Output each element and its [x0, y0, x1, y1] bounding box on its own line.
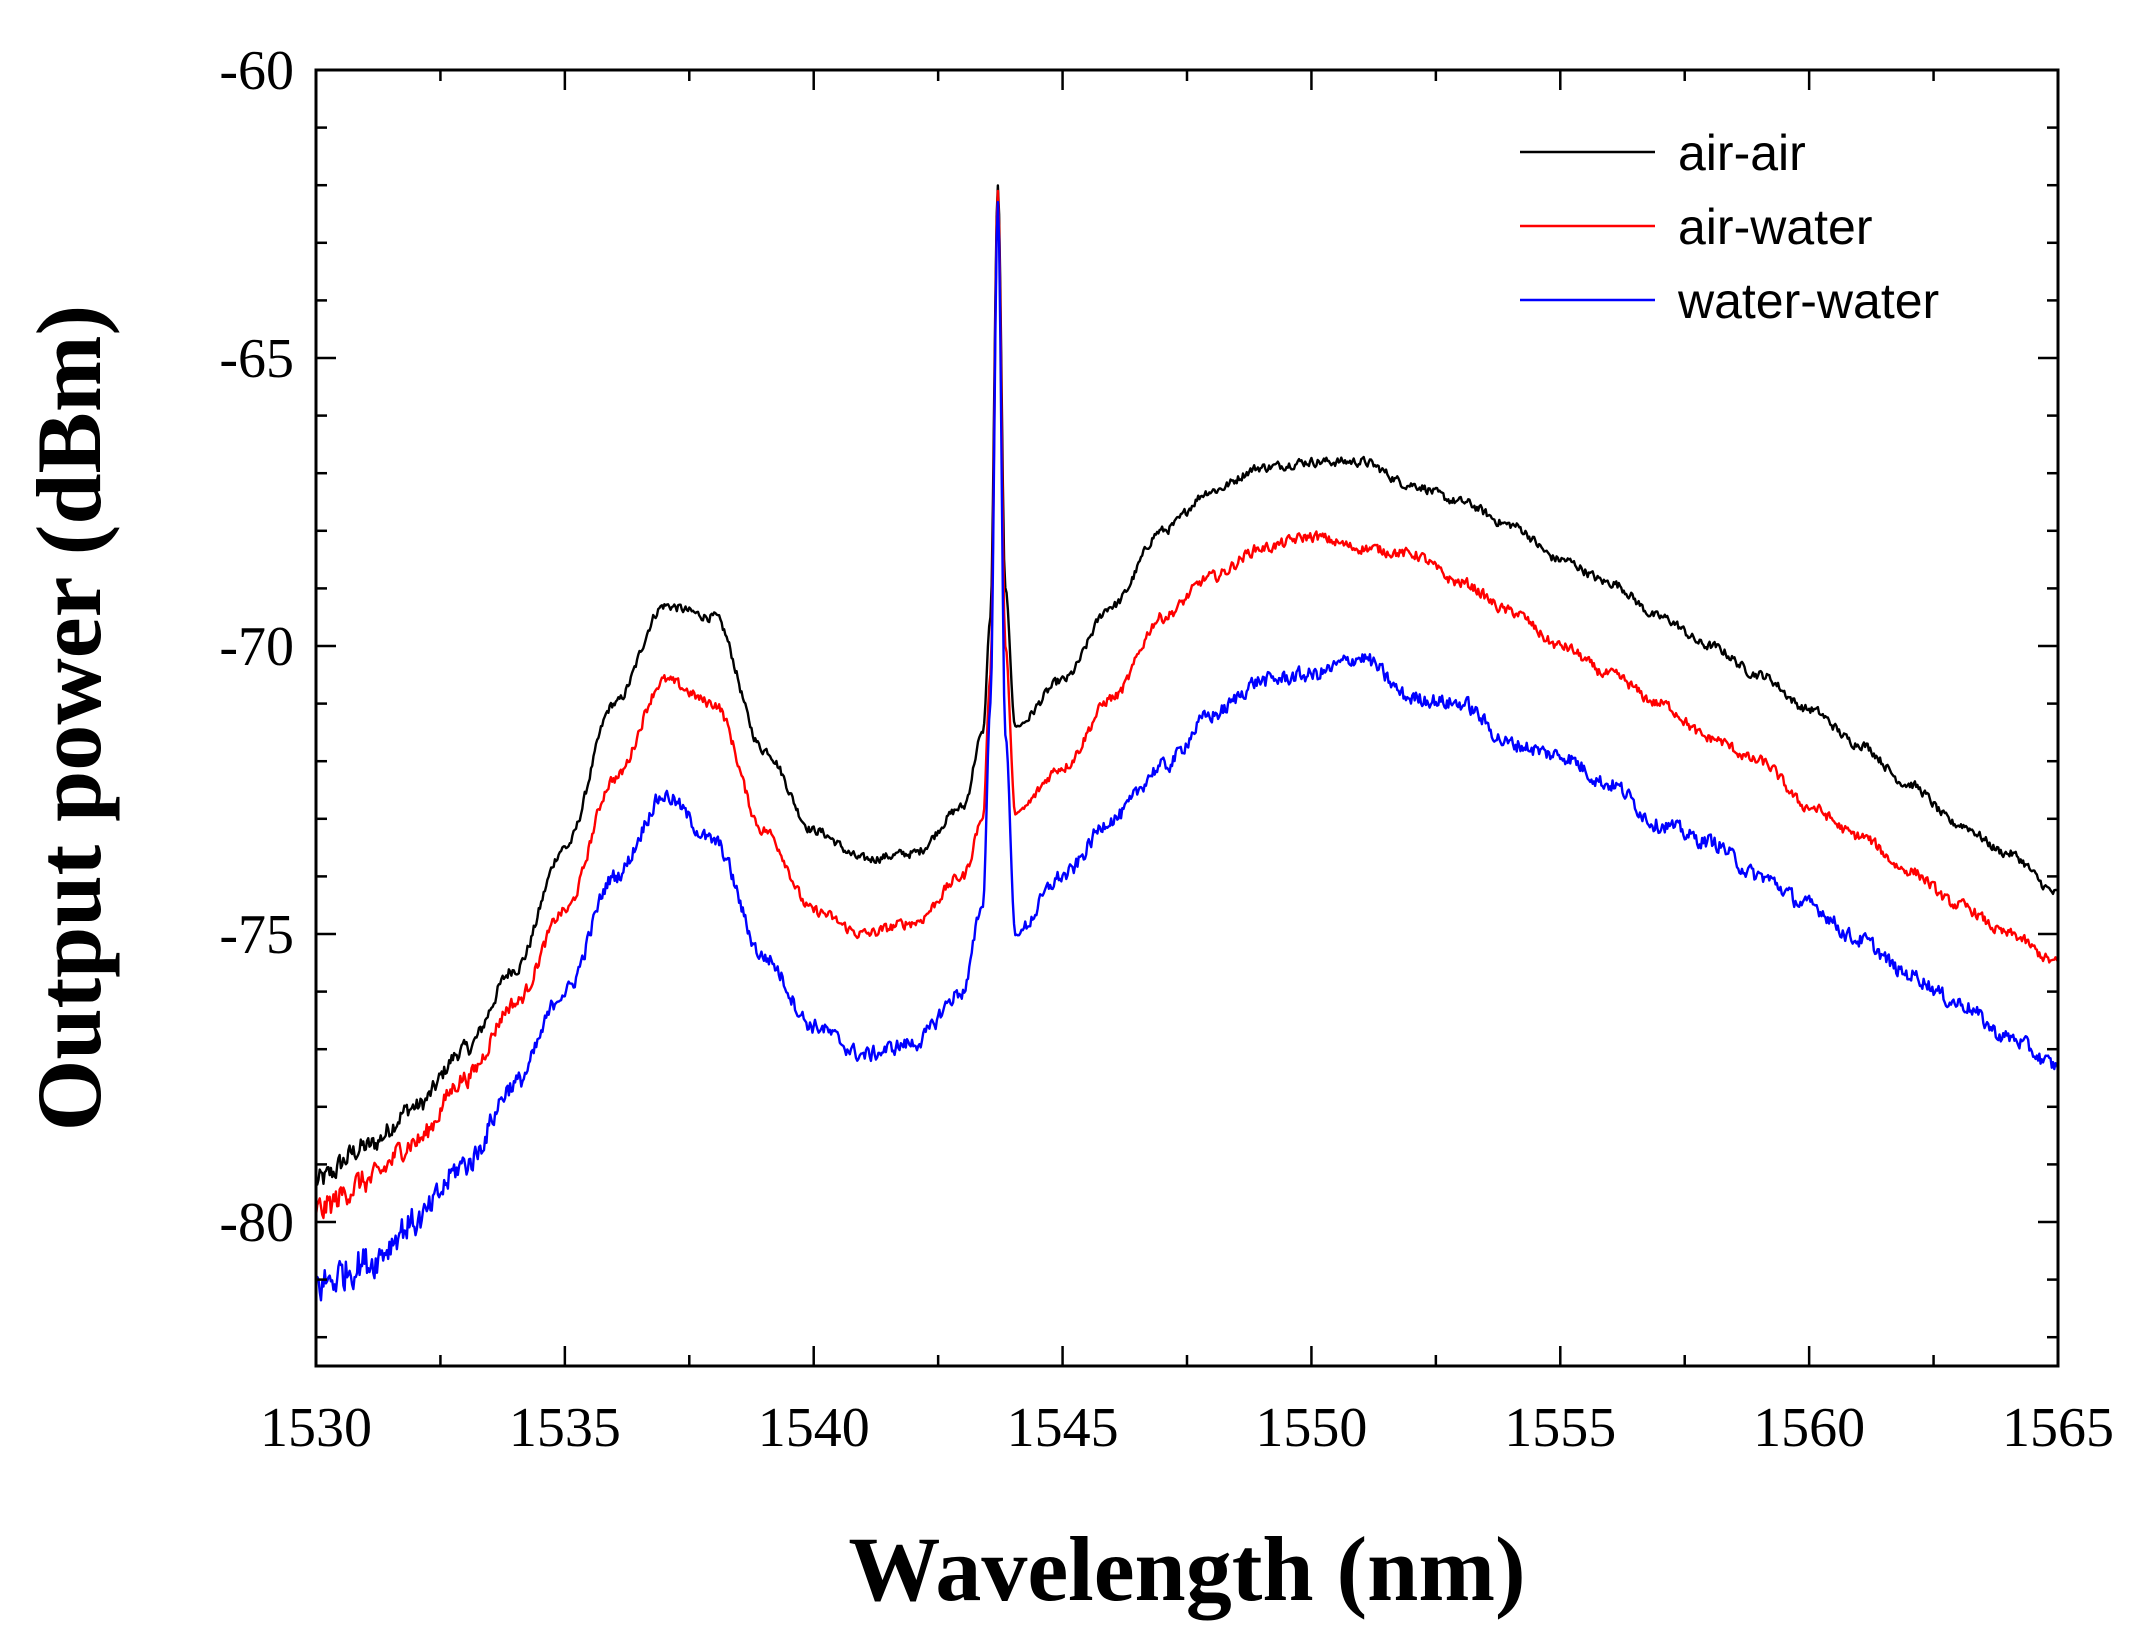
y-tick-label: -60: [219, 40, 294, 102]
y-axis-title: Output power (dBm): [18, 305, 120, 1131]
x-tick-label: 1555: [1504, 1397, 1616, 1459]
x-tick-label: 1565: [2002, 1397, 2114, 1459]
series-line-water-water: [316, 200, 2058, 1302]
legend: air-air air-water water-water: [1520, 125, 1939, 329]
tick-labels-layer: 1530 1535 1540 1545 1550 1555 1560 1565 -60 -65 -7…: [219, 40, 2114, 1459]
x-tick-label: 1530: [260, 1397, 372, 1459]
ticks-layer: [314, 68, 2060, 1366]
series-layer: [316, 184, 2058, 1302]
legend-label-air-water: air-water: [1678, 199, 1872, 255]
plot-frame: [314, 68, 2060, 1368]
y-tick-label: -70: [219, 616, 294, 678]
series-line-air-water: [316, 189, 2058, 1220]
y-tick-label: -75: [219, 904, 294, 966]
legend-label-water-water: water-water: [1677, 273, 1939, 329]
x-tick-label: 1535: [509, 1397, 621, 1459]
series-line-air-air: [316, 184, 2058, 1186]
x-tick-label: 1560: [1753, 1397, 1865, 1459]
x-tick-label: 1545: [1007, 1397, 1119, 1459]
legend-label-air-air: air-air: [1678, 125, 1806, 181]
x-tick-label: 1550: [1255, 1397, 1367, 1459]
x-axis-title: Wavelength (nm): [848, 1518, 1525, 1620]
x-tick-label: 1540: [758, 1397, 870, 1459]
y-tick-label: -80: [219, 1192, 294, 1254]
y-tick-label: -65: [219, 328, 294, 390]
